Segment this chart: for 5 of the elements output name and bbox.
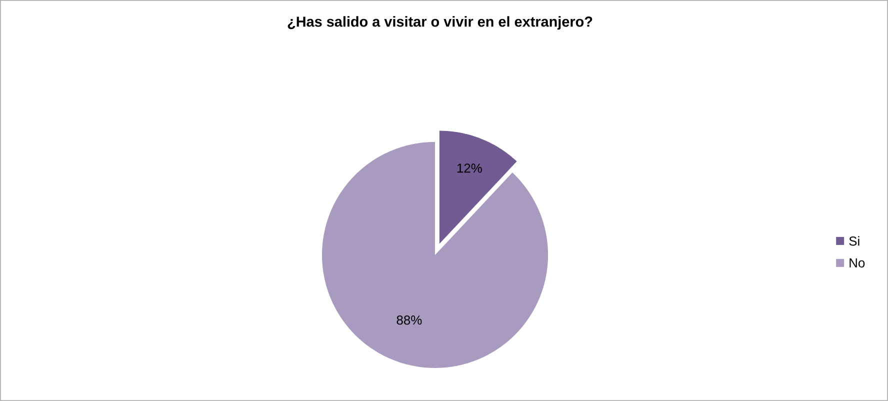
data-label: 88% [396,316,422,325]
legend-label: Si [849,236,860,246]
chart-title: ¿Has salido a visitar o vivir en el extranjero? [288,16,592,30]
legend-label: No [850,258,865,268]
data-label: 12% [457,164,482,173]
